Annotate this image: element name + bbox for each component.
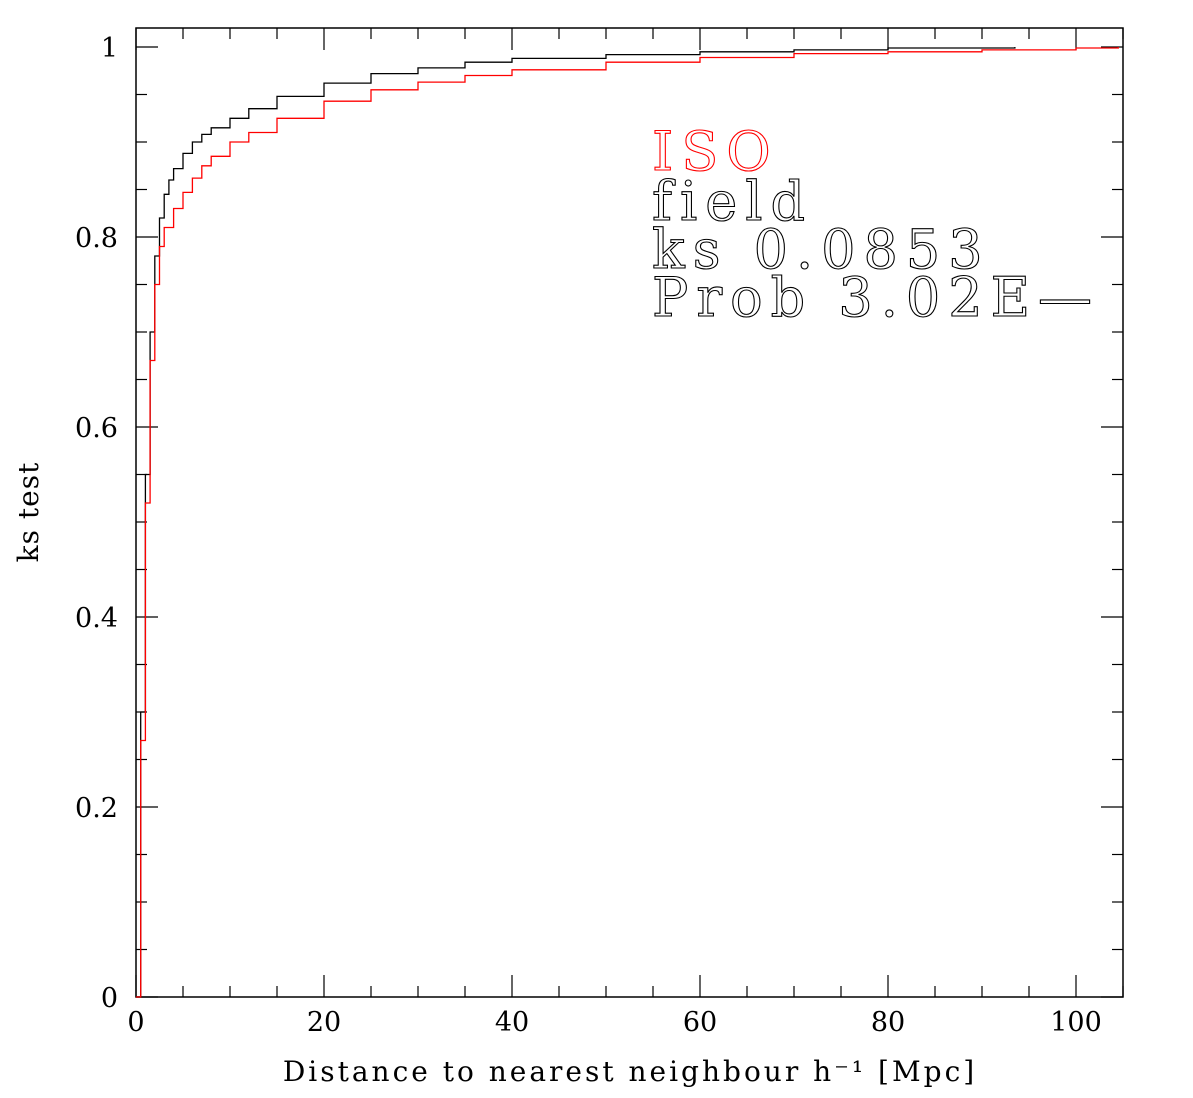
series-line-iso: [136, 47, 1119, 998]
x-tick-label: 60: [683, 1007, 717, 1038]
y-tick-label: 0.2: [75, 793, 118, 824]
y-tick-label: 0.4: [75, 603, 118, 634]
legend-iso: ISO: [652, 120, 779, 183]
y-tick-label: 0.8: [75, 223, 118, 254]
x-tick-label: 40: [495, 1007, 529, 1038]
plot-frame: [135, 27, 1124, 998]
axis-ticks: [135, 28, 1124, 998]
x-axis-label: Distance to nearest neighbour h⁻¹ [Mpc]: [283, 1055, 977, 1088]
legend-field: field: [652, 170, 813, 233]
probability-value: Prob 3.02E—: [652, 266, 1100, 329]
series-lines: [136, 47, 1119, 998]
ks-statistic: ks 0.0853: [652, 218, 991, 281]
x-tick-label: 80: [871, 1007, 905, 1038]
y-tick-label: 0.6: [75, 413, 118, 444]
y-axis-label: ks test: [12, 462, 45, 563]
y-tick-label: 1: [101, 33, 118, 64]
y-tick-label: 0: [101, 983, 118, 1014]
x-tick-label: 0: [127, 1007, 144, 1038]
x-tick-label: 100: [1050, 1007, 1102, 1038]
series-line-field: [136, 47, 1016, 998]
tick-labels: 0 20 40 60 80 100 0 0.2 0.4 0.6 0.8 1: [75, 33, 1102, 1038]
x-tick-label: 20: [307, 1007, 341, 1038]
